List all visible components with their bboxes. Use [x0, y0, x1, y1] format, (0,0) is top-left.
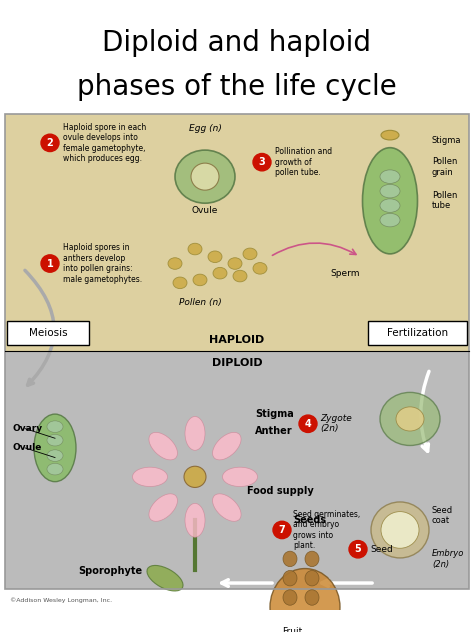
Ellipse shape — [380, 185, 400, 198]
Text: Sperm: Sperm — [330, 269, 360, 277]
Ellipse shape — [212, 494, 241, 521]
Text: 1: 1 — [46, 258, 54, 269]
Text: phases of the life cycle: phases of the life cycle — [77, 73, 397, 101]
Text: Fruit: Fruit — [282, 627, 302, 632]
Ellipse shape — [228, 258, 242, 269]
Text: Pollen
tube: Pollen tube — [432, 191, 457, 210]
Ellipse shape — [149, 494, 177, 521]
Ellipse shape — [233, 270, 247, 282]
Ellipse shape — [193, 274, 207, 286]
Text: ©Addison Wesley Longman, Inc.: ©Addison Wesley Longman, Inc. — [10, 598, 112, 603]
Ellipse shape — [283, 551, 297, 567]
Ellipse shape — [305, 571, 319, 586]
Ellipse shape — [149, 432, 177, 460]
Text: 6: 6 — [266, 626, 273, 632]
Circle shape — [273, 521, 291, 538]
Text: 7: 7 — [279, 525, 285, 535]
Ellipse shape — [396, 407, 424, 431]
Text: DIPLOID: DIPLOID — [212, 358, 262, 368]
Ellipse shape — [283, 571, 297, 586]
Text: Haploid spores in
anthers develop
into pollen grains:
male gametophytes.: Haploid spores in anthers develop into p… — [63, 243, 142, 284]
Text: 3: 3 — [259, 157, 265, 167]
Bar — [5, 114, 469, 351]
Ellipse shape — [380, 392, 440, 446]
Ellipse shape — [147, 566, 183, 591]
Text: Pollen (n): Pollen (n) — [179, 298, 221, 307]
Ellipse shape — [185, 416, 205, 451]
Ellipse shape — [213, 267, 227, 279]
Ellipse shape — [168, 258, 182, 269]
Ellipse shape — [212, 432, 241, 460]
Text: Ovule: Ovule — [12, 444, 41, 453]
Text: Sporophyte: Sporophyte — [78, 566, 142, 576]
Text: Seed
coat: Seed coat — [432, 506, 453, 525]
Text: Diploid and haploid: Diploid and haploid — [102, 30, 372, 58]
Ellipse shape — [47, 421, 63, 432]
Bar — [5, 351, 469, 589]
Ellipse shape — [243, 248, 257, 260]
Ellipse shape — [47, 434, 63, 446]
Ellipse shape — [185, 504, 205, 537]
Ellipse shape — [363, 148, 418, 254]
Ellipse shape — [47, 450, 63, 461]
Ellipse shape — [222, 467, 257, 487]
Text: Zygote
(2n): Zygote (2n) — [320, 414, 352, 434]
Text: Seed: Seed — [370, 545, 393, 554]
Text: Food supply: Food supply — [246, 487, 313, 496]
FancyBboxPatch shape — [7, 322, 89, 344]
Ellipse shape — [381, 130, 399, 140]
Text: Fertilization: Fertilization — [387, 328, 448, 338]
Circle shape — [349, 540, 367, 558]
Ellipse shape — [47, 463, 63, 475]
Ellipse shape — [371, 502, 429, 558]
Ellipse shape — [205, 617, 245, 632]
Ellipse shape — [188, 243, 202, 255]
Circle shape — [299, 415, 317, 432]
Text: Embryo
(2n): Embryo (2n) — [432, 549, 465, 569]
Ellipse shape — [253, 262, 267, 274]
Bar — [5, 114, 469, 589]
FancyBboxPatch shape — [368, 322, 467, 344]
Text: Pollen
grain: Pollen grain — [432, 157, 457, 177]
Text: HAPLOID: HAPLOID — [210, 335, 264, 345]
Ellipse shape — [34, 414, 76, 482]
Text: Ovule: Ovule — [192, 206, 218, 215]
Text: Ovary: Ovary — [12, 424, 42, 433]
Text: Stigma: Stigma — [432, 137, 462, 145]
Ellipse shape — [305, 590, 319, 605]
Text: Haploid spore in each
ovule develops into
female gametophyte,
which produces egg: Haploid spore in each ovule develops int… — [63, 123, 146, 163]
Ellipse shape — [305, 551, 319, 567]
Circle shape — [261, 623, 279, 632]
Ellipse shape — [133, 467, 167, 487]
Text: Meiosis: Meiosis — [29, 328, 67, 338]
Text: Pollination and
growth of
pollen tube.: Pollination and growth of pollen tube. — [275, 147, 332, 177]
Ellipse shape — [173, 277, 187, 289]
Text: Seed germinates,
and embryo
grows into
plant.: Seed germinates, and embryo grows into p… — [293, 510, 360, 550]
Ellipse shape — [208, 251, 222, 262]
Ellipse shape — [191, 163, 219, 190]
Ellipse shape — [380, 214, 400, 227]
Ellipse shape — [184, 466, 206, 487]
Text: 5: 5 — [355, 544, 361, 554]
Circle shape — [41, 134, 59, 152]
Ellipse shape — [270, 569, 340, 632]
Text: Stigma: Stigma — [255, 409, 294, 419]
Ellipse shape — [380, 170, 400, 183]
Ellipse shape — [381, 511, 419, 549]
Text: Anther: Anther — [255, 425, 292, 435]
Ellipse shape — [380, 199, 400, 212]
Text: Egg (n): Egg (n) — [189, 124, 221, 133]
Circle shape — [253, 154, 271, 171]
Circle shape — [41, 255, 59, 272]
Ellipse shape — [283, 590, 297, 605]
Text: 4: 4 — [305, 419, 311, 428]
Text: 2: 2 — [46, 138, 54, 148]
Text: Seeds: Seeds — [293, 515, 327, 525]
Ellipse shape — [175, 150, 235, 204]
